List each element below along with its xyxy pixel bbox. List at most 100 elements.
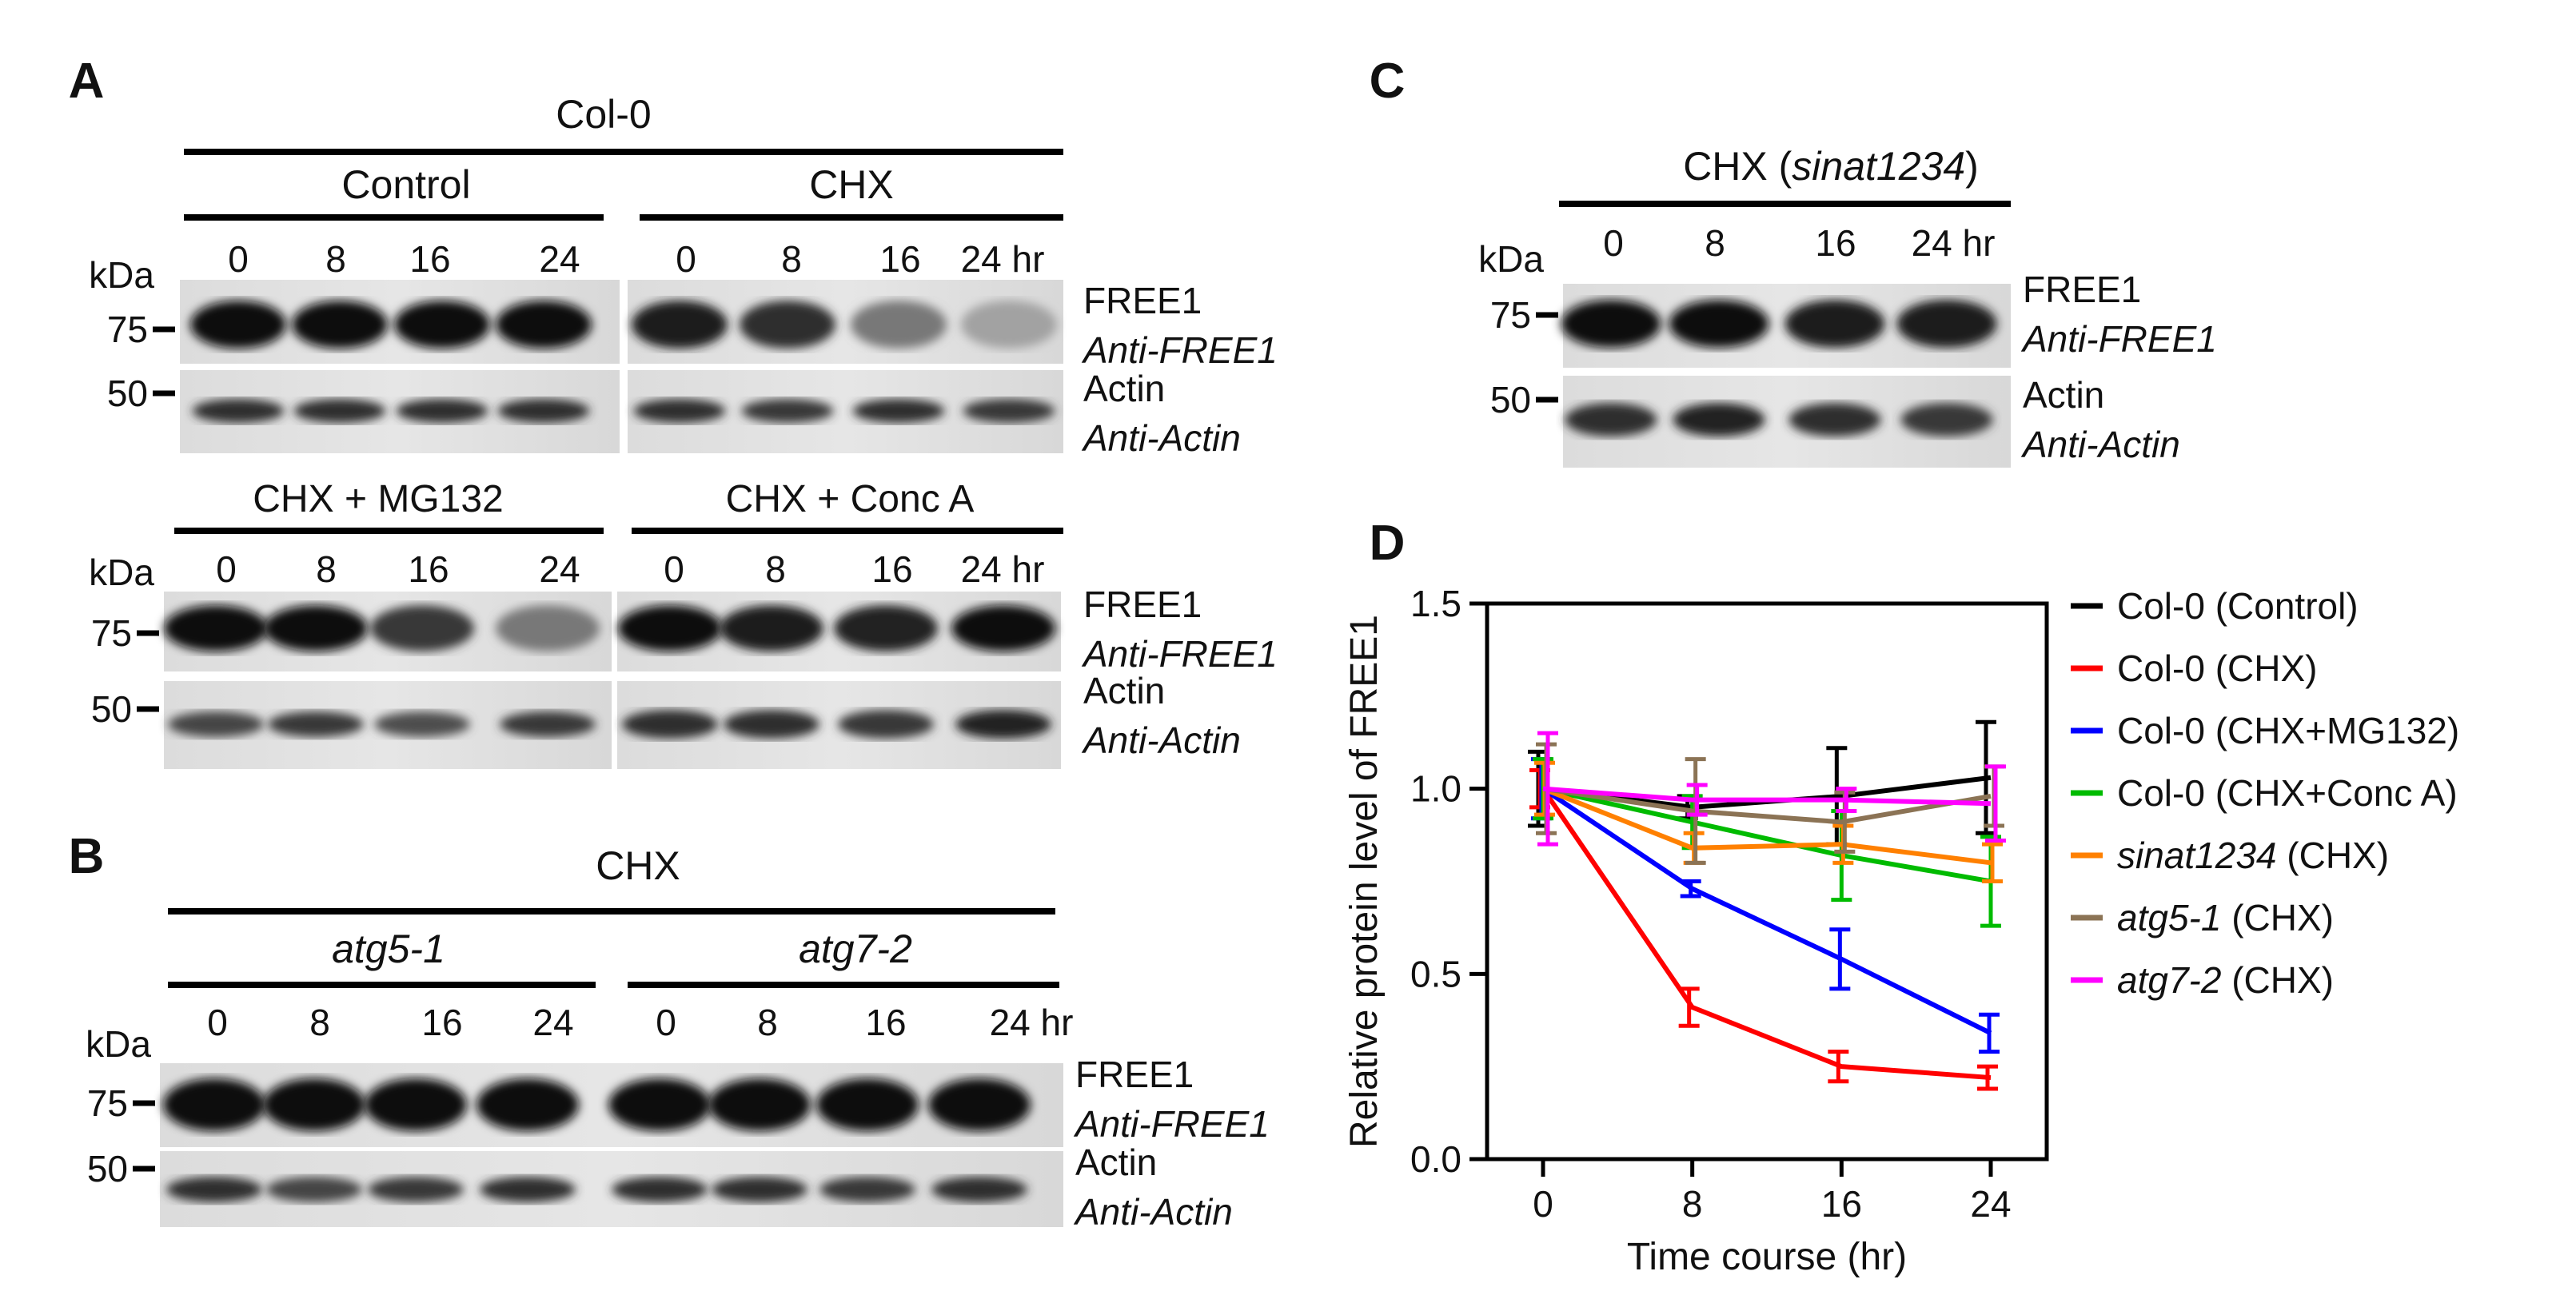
y-tick-label-3: 1.5 (1410, 583, 1461, 624)
kda-label-a2: kDa (89, 552, 154, 593)
actin-band-b-0 (166, 1177, 262, 1202)
marker-50-b-label: 50 (87, 1148, 128, 1189)
actin-band-c-2 (1788, 403, 1881, 436)
atg5-time-1: 8 (309, 1002, 330, 1043)
kda-label-c: kDa (1478, 238, 1544, 280)
conca-time-1: 8 (765, 548, 786, 590)
atg7-title: atg7-2 (799, 926, 912, 971)
mg132-time-2: 16 (408, 548, 449, 590)
free1-band-b-2 (365, 1078, 467, 1131)
kda-label-a1: kDa (89, 254, 154, 296)
free1-label-c-name: FREE1 (2023, 269, 2141, 310)
actin-band-mg132-2 (374, 711, 470, 737)
free1-label-a1-name: FREE1 (1083, 280, 1202, 321)
panel-d: D 0.0 0.5 1.0 1.5 0 8 16 24 Time course (hr) Relat… (1343, 516, 2459, 1278)
actin-band-mg132-3 (500, 711, 596, 737)
free1-label-a2-antibody: Anti-FREE1 (1081, 633, 1278, 675)
panel-letter-a: A (69, 54, 105, 109)
actin-band-c-0 (1565, 403, 1657, 436)
chx-time-0: 0 (676, 238, 696, 280)
free1-label-c-antibody: Anti-FREE1 (2020, 318, 2217, 360)
actin-band-c-3 (1900, 403, 1993, 436)
actin-band-control-3 (497, 399, 590, 423)
col0-title: Col-0 (556, 92, 651, 137)
marker-75-a1-label: 75 (107, 309, 148, 350)
chx-title: CHX (809, 162, 894, 207)
actin-band-mg132-0 (168, 711, 264, 737)
free1-band-control-1 (292, 301, 388, 349)
actin-band-b-7 (931, 1177, 1027, 1202)
free1-band-b-1 (263, 1078, 365, 1131)
series-6-line (1542, 786, 1992, 807)
free1-band-b-3 (477, 1078, 579, 1131)
free1-band-c-3 (1896, 300, 1997, 348)
actin-label-b-name: Actin (1075, 1142, 1157, 1183)
chx-time-3: 24 hr (961, 238, 1045, 280)
free1-label-b-name: FREE1 (1075, 1054, 1194, 1095)
actin-band-b-5 (712, 1177, 807, 1202)
series-3-line (1542, 786, 1992, 884)
actin-band-mg132-1 (268, 711, 364, 737)
sinat-time-2: 16 (1815, 222, 1856, 264)
control-time-2: 16 (409, 238, 450, 280)
actin-band-conca-3 (955, 710, 1051, 739)
actin-band-conca-2 (838, 710, 934, 739)
free1-band-conca-1 (720, 605, 823, 652)
free1-band-control-3 (496, 301, 592, 349)
actin-band-conca-0 (622, 710, 718, 739)
atg5-time-0: 0 (207, 1002, 228, 1043)
actin-band-chx-1 (741, 399, 834, 423)
control-time-3: 24 (539, 238, 580, 280)
free1-band-chx-3 (961, 301, 1057, 349)
free1-band-b-0 (163, 1078, 265, 1131)
chx-time-2: 16 (879, 238, 920, 280)
plot-frame (1485, 601, 2049, 1162)
free1-band-b-4 (608, 1078, 711, 1131)
legend-entry-4: sinat1234 (CHX) (2117, 835, 2389, 876)
sinat-time-3: 24 hr (1912, 222, 1996, 264)
actin-band-b-4 (612, 1177, 708, 1202)
actin-label-a2-antibody: Anti-Actin (1081, 719, 1241, 761)
actin-band-b-6 (819, 1177, 915, 1202)
actin-label-a2-name: Actin (1083, 670, 1165, 711)
legend-entry-3: Col-0 (CHX+Conc A) (2117, 772, 2458, 814)
conca-time-2: 16 (871, 548, 912, 590)
marker-75-b-label: 75 (87, 1082, 128, 1124)
actin-band-b-3 (480, 1177, 576, 1202)
x-tick-label-2: 16 (1821, 1183, 1862, 1225)
atg5-title: atg5-1 (332, 926, 445, 971)
sinat-time-1: 8 (1705, 222, 1725, 264)
kda-label-b: kDa (86, 1023, 151, 1065)
free1-band-chx-0 (632, 301, 728, 349)
free1-band-c-2 (1784, 300, 1885, 348)
x-tick-label-1: 8 (1682, 1183, 1703, 1225)
atg7-time-0: 0 (656, 1002, 676, 1043)
atg5-time-2: 16 (421, 1002, 462, 1043)
free1-band-mg132-1 (264, 605, 368, 652)
mg132-time-1: 8 (316, 548, 337, 590)
legend-entry-5: atg5-1 (CHX) (2117, 897, 2334, 938)
actin-band-chx-3 (963, 399, 1055, 423)
free1-band-conca-2 (834, 605, 938, 652)
atg7-time-1: 8 (757, 1002, 778, 1043)
free1-label-a1-antibody: Anti-FREE1 (1081, 329, 1278, 371)
chx-group-title-b: CHX (596, 843, 680, 888)
free1-band-control-0 (190, 301, 286, 349)
free1-band-c-0 (1561, 300, 1661, 348)
panel-b: B CHX atg5-1 atg7-2 0 8 16 24 0 8 16 24 hr kDa 75 FREE… (69, 829, 1270, 1233)
marker-50-a1-label: 50 (107, 373, 148, 414)
actin-band-b-1 (266, 1177, 362, 1202)
x-tick-label-3: 24 (1970, 1183, 2011, 1225)
actin-band-chx-0 (633, 399, 726, 423)
mg132-time-0: 0 (216, 548, 237, 590)
control-time-1: 8 (325, 238, 346, 280)
atg7-time-2: 16 (865, 1002, 906, 1043)
y-tick-label-2: 1.0 (1410, 768, 1461, 810)
x-tick-label-0: 0 (1533, 1183, 1553, 1225)
free1-band-conca-3 (951, 605, 1055, 652)
chx-sinat-title: CHX (sinat1234) (1683, 144, 1979, 189)
actin-band-control-2 (396, 399, 488, 423)
series-2-line (1541, 787, 1992, 1036)
series-4-line (1541, 786, 1992, 866)
